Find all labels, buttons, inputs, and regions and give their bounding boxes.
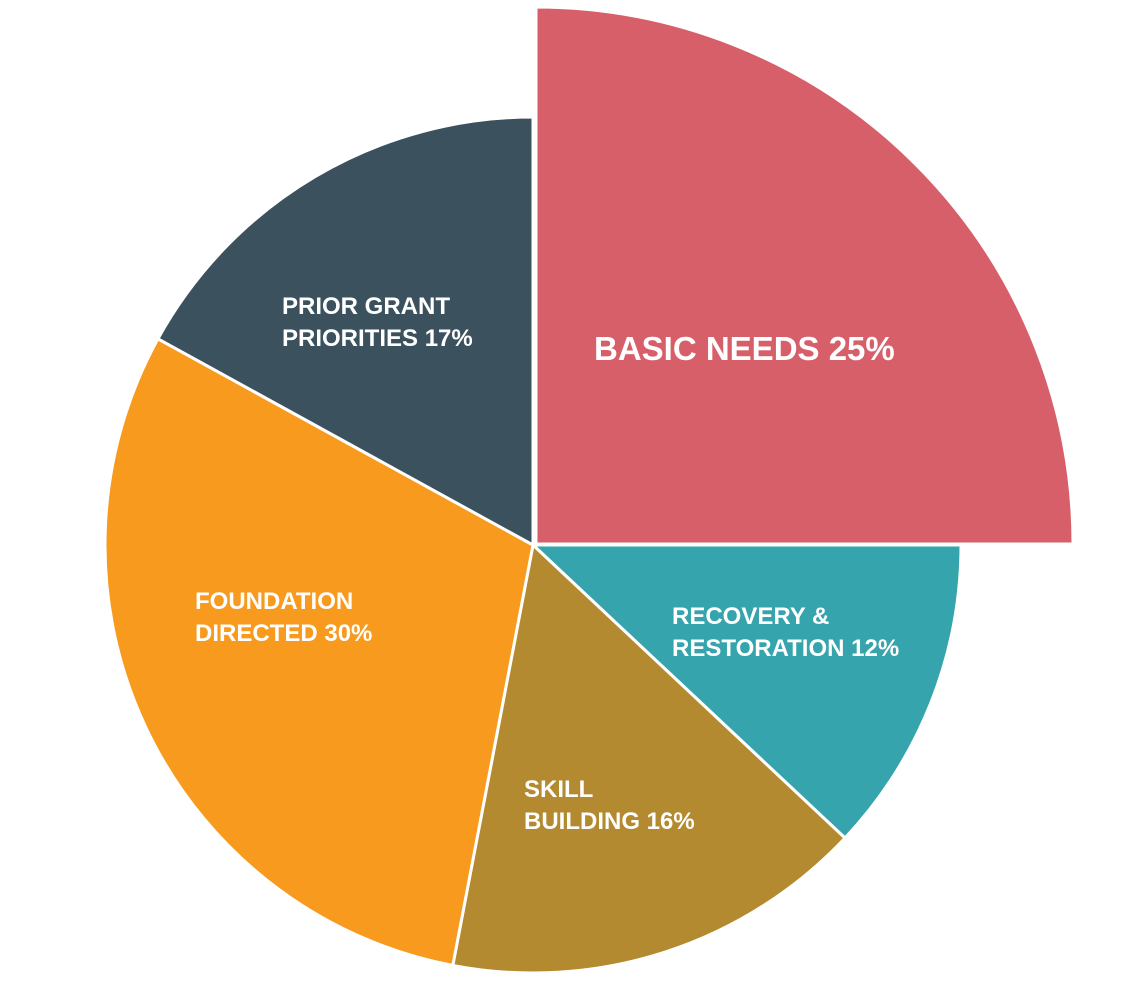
pie-slice-skill-building	[451, 543, 847, 975]
slice-label-line: PRIORITIES 17%	[282, 325, 473, 352]
slice-label-recovery-restoration: RECOVERY & RESTORATION 12%	[672, 603, 899, 662]
pie-labels: BASIC NEEDS 25% RECOVERY & RESTORATION 12%…	[195, 293, 899, 835]
slice-label-line: PRIOR GRANT	[282, 293, 450, 320]
pie-slice-prior-grant-priorities	[156, 115, 535, 547]
slice-label-prior-grant-priorities: PRIOR GRANT PRIORITIES 17%	[282, 293, 473, 352]
slice-label-line: FOUNDATION	[195, 588, 353, 615]
slice-label-line: DIRECTED 30%	[195, 620, 372, 647]
slice-label-line: RESTORATION 12%	[672, 635, 899, 662]
pie-slice-basic-needs	[534, 5, 1075, 546]
slice-label-foundation-directed: FOUNDATION DIRECTED 30%	[195, 588, 372, 647]
slice-label-line: RECOVERY &	[672, 603, 829, 630]
slice-label-line: BASIC NEEDS 25%	[594, 330, 895, 367]
pie-slices	[103, 5, 1075, 975]
slice-label-skill-building: SKILL BUILDING 16%	[524, 776, 695, 835]
pie-slice-recovery-restoration	[531, 543, 963, 840]
slice-label-basic-needs: BASIC NEEDS 25%	[594, 330, 895, 367]
slice-label-line: SKILL	[524, 776, 593, 803]
slice-label-line: BUILDING 16%	[524, 808, 695, 835]
pie-slice-foundation-directed	[103, 337, 535, 967]
